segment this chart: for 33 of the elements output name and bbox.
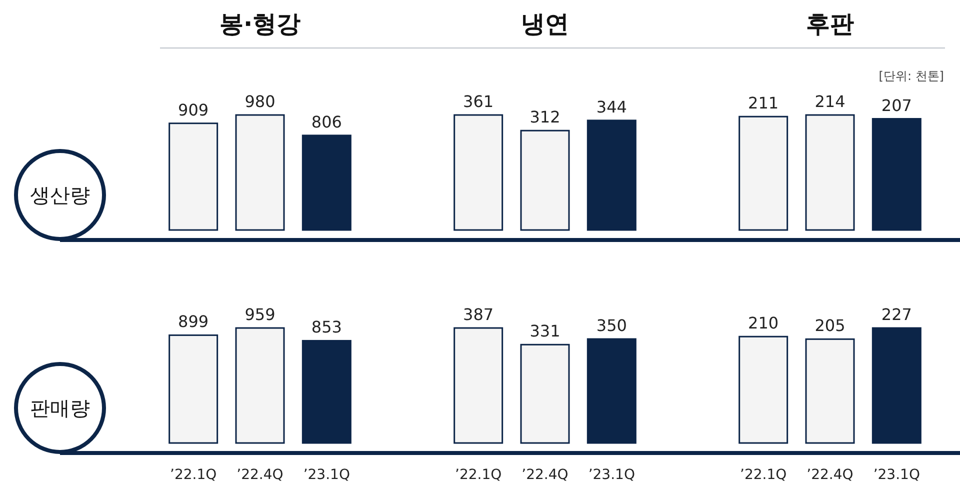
data-label: 350 <box>596 316 627 335</box>
data-label: 207 <box>881 96 912 115</box>
x-tick-label: ’22.1Q <box>740 467 787 483</box>
data-label: 227 <box>881 305 912 324</box>
x-tick-label: ’23.1Q <box>873 467 920 483</box>
data-label: 909 <box>178 100 209 120</box>
x-tick-label: ’22.4Q <box>236 467 284 483</box>
data-label: 312 <box>530 108 560 127</box>
data-label: 361 <box>463 92 494 111</box>
data-label: 331 <box>530 322 560 341</box>
chart-title: 봉·형강 <box>219 10 301 38</box>
text: [단위: 천톤] <box>878 69 944 83</box>
data-label: 214 <box>814 92 846 111</box>
x-tick-label: ’22.4Q <box>522 467 568 483</box>
chart-title: 냉연 <box>521 10 569 38</box>
data-label: 899 <box>178 312 209 332</box>
x-tick-label: ’23.1Q <box>303 467 350 483</box>
data-label: 344 <box>596 97 627 116</box>
data-label: 959 <box>244 305 276 324</box>
data-label: 806 <box>311 112 342 132</box>
x-tick-label: ’22.4Q <box>806 467 854 483</box>
chart-title: 후판 <box>806 10 854 38</box>
y-axis-title: 생산량 <box>30 183 90 207</box>
data-label: 387 <box>463 305 494 324</box>
x-tick-label: ’22.1Q <box>455 467 502 483</box>
y-axis-title: 판매량 <box>30 396 90 420</box>
data-label: 853 <box>311 318 342 337</box>
data-label: 205 <box>814 316 846 336</box>
x-tick-label: ’22.1Q <box>170 467 217 483</box>
data-label: 211 <box>748 94 779 113</box>
data-label: 210 <box>748 314 779 333</box>
x-tick-label: ’23.1Q <box>588 467 635 483</box>
data-label: 980 <box>244 92 276 111</box>
